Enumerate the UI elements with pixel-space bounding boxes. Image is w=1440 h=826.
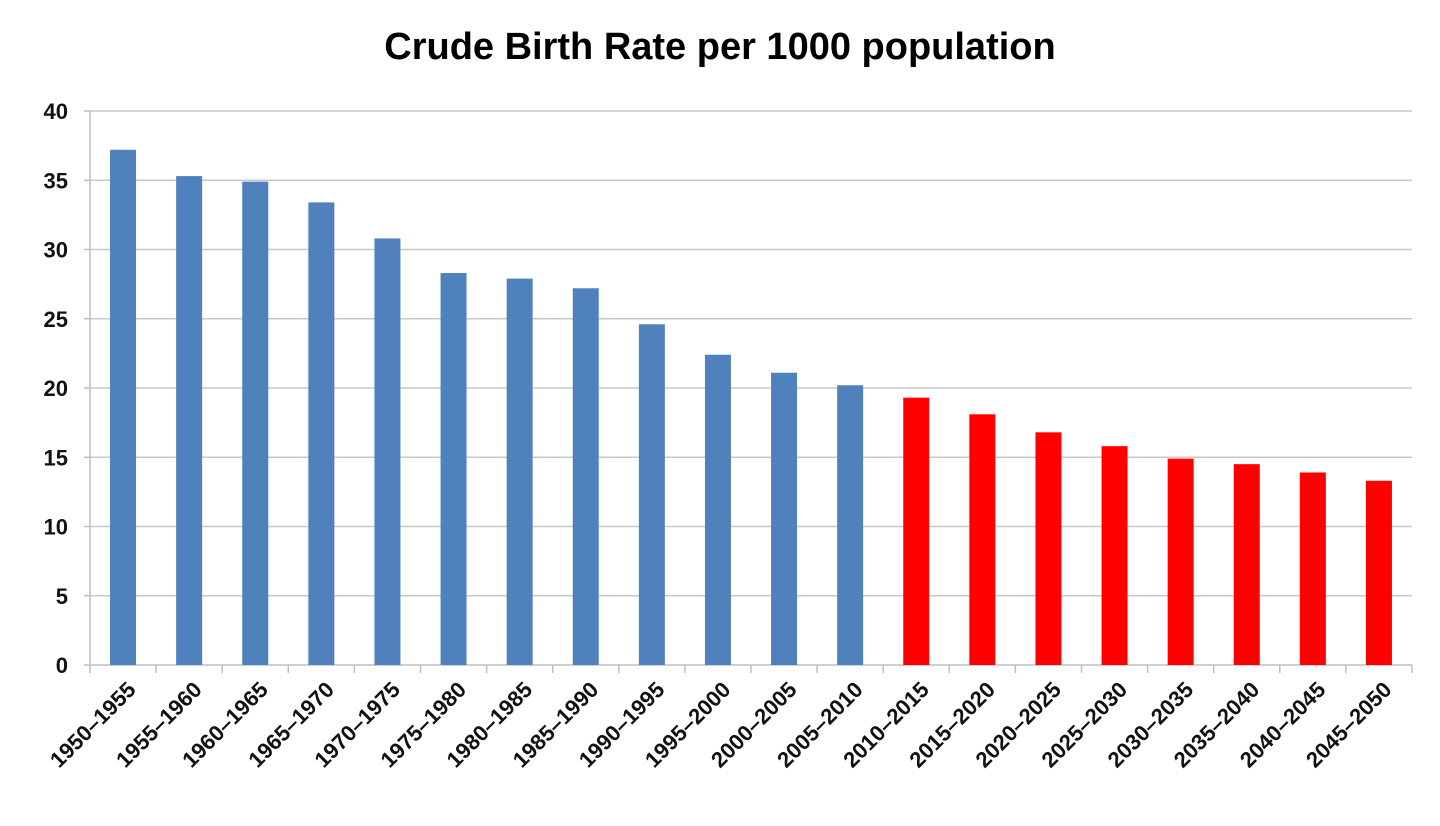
bar [969,414,996,665]
bar [1299,472,1326,665]
bar [308,202,335,665]
y-tick-label: 40 [44,99,68,124]
bar [374,238,401,666]
bar [572,288,599,665]
y-tick-label: 25 [44,307,68,332]
bar [771,372,798,665]
y-tick-label: 0 [56,653,68,678]
bar [1101,446,1128,665]
bar [176,176,203,665]
bar [837,385,864,665]
bar [1167,458,1194,665]
chart-title: Crude Birth Rate per 1000 population [384,26,1056,68]
bar [110,149,137,665]
bar [440,273,467,665]
y-tick-label: 35 [44,168,68,193]
y-tick-label: 20 [44,376,68,401]
bar [1233,464,1260,665]
bar [704,354,731,665]
y-tick-label: 15 [44,445,68,470]
bar [638,324,665,665]
bar [1365,480,1392,665]
y-tick-label: 30 [44,238,68,263]
bar [242,181,269,665]
y-tick-label: 5 [56,584,68,609]
bar [506,278,533,665]
bar [1035,432,1062,665]
y-tick-label: 10 [44,515,68,540]
bar [903,397,930,665]
